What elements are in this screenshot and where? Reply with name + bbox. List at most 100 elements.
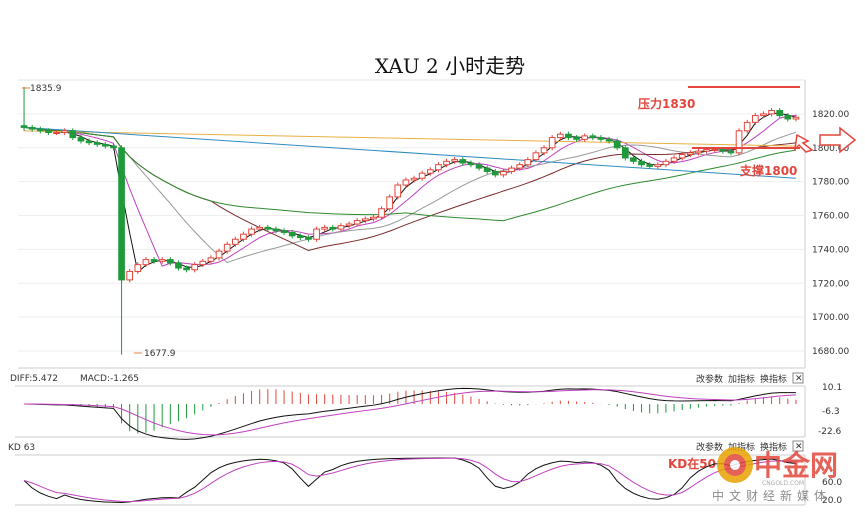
candle-body xyxy=(61,130,69,134)
candle-body xyxy=(686,152,694,156)
candle-body xyxy=(524,159,532,166)
candle-body xyxy=(467,162,475,166)
macd-btn-add: 加指标 xyxy=(728,373,755,385)
candle-body xyxy=(548,137,556,149)
candle-body xyxy=(313,228,320,240)
candle-body xyxy=(402,179,410,186)
watermark-logo: 中金网 CNGOLD.COM 中文财经新媒体 xyxy=(712,447,838,503)
candle-body xyxy=(361,218,369,222)
macd-dif-label: DIFF:5.472 xyxy=(10,374,58,384)
candle-body xyxy=(256,226,264,230)
candle-body xyxy=(573,137,580,140)
candle-body xyxy=(280,230,288,233)
macd-dea-line xyxy=(24,389,796,436)
kd-scale-bot: 20.0 xyxy=(822,496,842,506)
candle-body xyxy=(727,150,735,154)
candle-body xyxy=(695,150,702,154)
moving-average-line xyxy=(24,126,797,264)
resistance-label: 压力1830 xyxy=(638,96,695,111)
candle-body xyxy=(207,257,215,262)
low-marker-label: 1677.9 xyxy=(144,349,176,359)
candle-body xyxy=(678,154,686,159)
macd-scale-mid: -6.3 xyxy=(822,407,840,417)
candle-body xyxy=(475,164,483,169)
candle-body xyxy=(101,143,109,147)
candle-body xyxy=(784,115,792,120)
y-tick-label: 1720.00 xyxy=(812,279,849,289)
candle-body xyxy=(613,140,621,149)
candle-body xyxy=(288,231,296,237)
candle-body xyxy=(240,233,247,240)
candle-body xyxy=(28,126,36,130)
moving-average-line xyxy=(24,114,796,267)
candle-body xyxy=(353,220,361,225)
moving-average-line xyxy=(24,112,797,273)
candle-body xyxy=(581,135,589,140)
candle-body xyxy=(508,167,515,172)
candle-body xyxy=(662,160,670,166)
moving-average-line xyxy=(24,130,796,147)
kd-close-icon: ✕ xyxy=(795,442,803,452)
candle-body xyxy=(215,250,223,259)
y-tick-label: 1760.00 xyxy=(812,212,849,222)
y-tick-label: 1740.00 xyxy=(812,245,849,255)
kd-panel: KD 63 改参数 加指标 换指标 ✕ 60.0 20.0 KD在50 xyxy=(8,440,842,506)
candle-body xyxy=(223,243,231,252)
candle-body xyxy=(443,160,450,166)
candle-body xyxy=(158,259,166,262)
kd-scale-top: 60.0 xyxy=(822,478,842,488)
candle-body xyxy=(378,208,385,218)
candle-body xyxy=(345,223,353,227)
candle-body xyxy=(638,160,645,166)
candle-body xyxy=(386,196,394,210)
candle-body xyxy=(150,259,158,262)
candle-body xyxy=(264,226,272,230)
candle-body xyxy=(556,133,564,139)
candle-body xyxy=(272,228,280,232)
candle-body xyxy=(491,170,499,176)
candle-body xyxy=(191,264,199,271)
candle-body xyxy=(792,116,800,120)
moving-average-line xyxy=(24,126,797,222)
candle-body xyxy=(110,145,117,149)
candle-body xyxy=(735,130,743,154)
candle-body xyxy=(751,115,759,123)
candle-body xyxy=(36,128,44,132)
candle-body xyxy=(703,148,710,152)
candle-body xyxy=(418,172,426,179)
candle-body xyxy=(459,159,467,164)
y-tick-label: 1800.00 xyxy=(812,144,849,154)
candle-body xyxy=(329,226,337,230)
candle-body xyxy=(183,267,190,271)
macd-dea-label: MACD:-1.265 xyxy=(80,374,139,384)
candle-body xyxy=(296,235,304,239)
watermark-name: 中金网 xyxy=(754,449,838,482)
candle-body xyxy=(85,140,93,144)
main-price-panel: 1820.00 1800.00 1780.00 1760.00 1740.00 1720.… xyxy=(18,79,857,369)
candle-body xyxy=(597,137,605,140)
kd-btn-switch: 换指标 xyxy=(760,441,787,453)
candle-body xyxy=(435,164,442,171)
high-marker-label: 1835.9 xyxy=(30,84,62,94)
candle-body xyxy=(776,109,784,117)
kd-btn-params: 改参数 xyxy=(696,441,723,453)
y-tick-label: 1780.00 xyxy=(812,178,849,188)
kd-note: KD在50 xyxy=(668,456,716,471)
moving-average-line xyxy=(24,126,796,251)
y-tick-label: 1680.00 xyxy=(812,347,849,357)
candle-body xyxy=(605,138,613,142)
candle-body xyxy=(670,157,678,162)
candle-body xyxy=(760,113,767,117)
candle-body xyxy=(199,260,207,266)
candle-body xyxy=(540,147,548,154)
candle-body xyxy=(305,237,312,240)
candle-body xyxy=(45,130,52,134)
y-tick-label: 1820.00 xyxy=(812,110,849,120)
candle-body xyxy=(500,170,507,176)
candle-body xyxy=(175,262,182,269)
macd-dif-line xyxy=(24,387,796,440)
candle-body xyxy=(621,147,629,159)
macd-scale-top: 10.1 xyxy=(822,383,842,393)
candle-body xyxy=(426,169,434,174)
